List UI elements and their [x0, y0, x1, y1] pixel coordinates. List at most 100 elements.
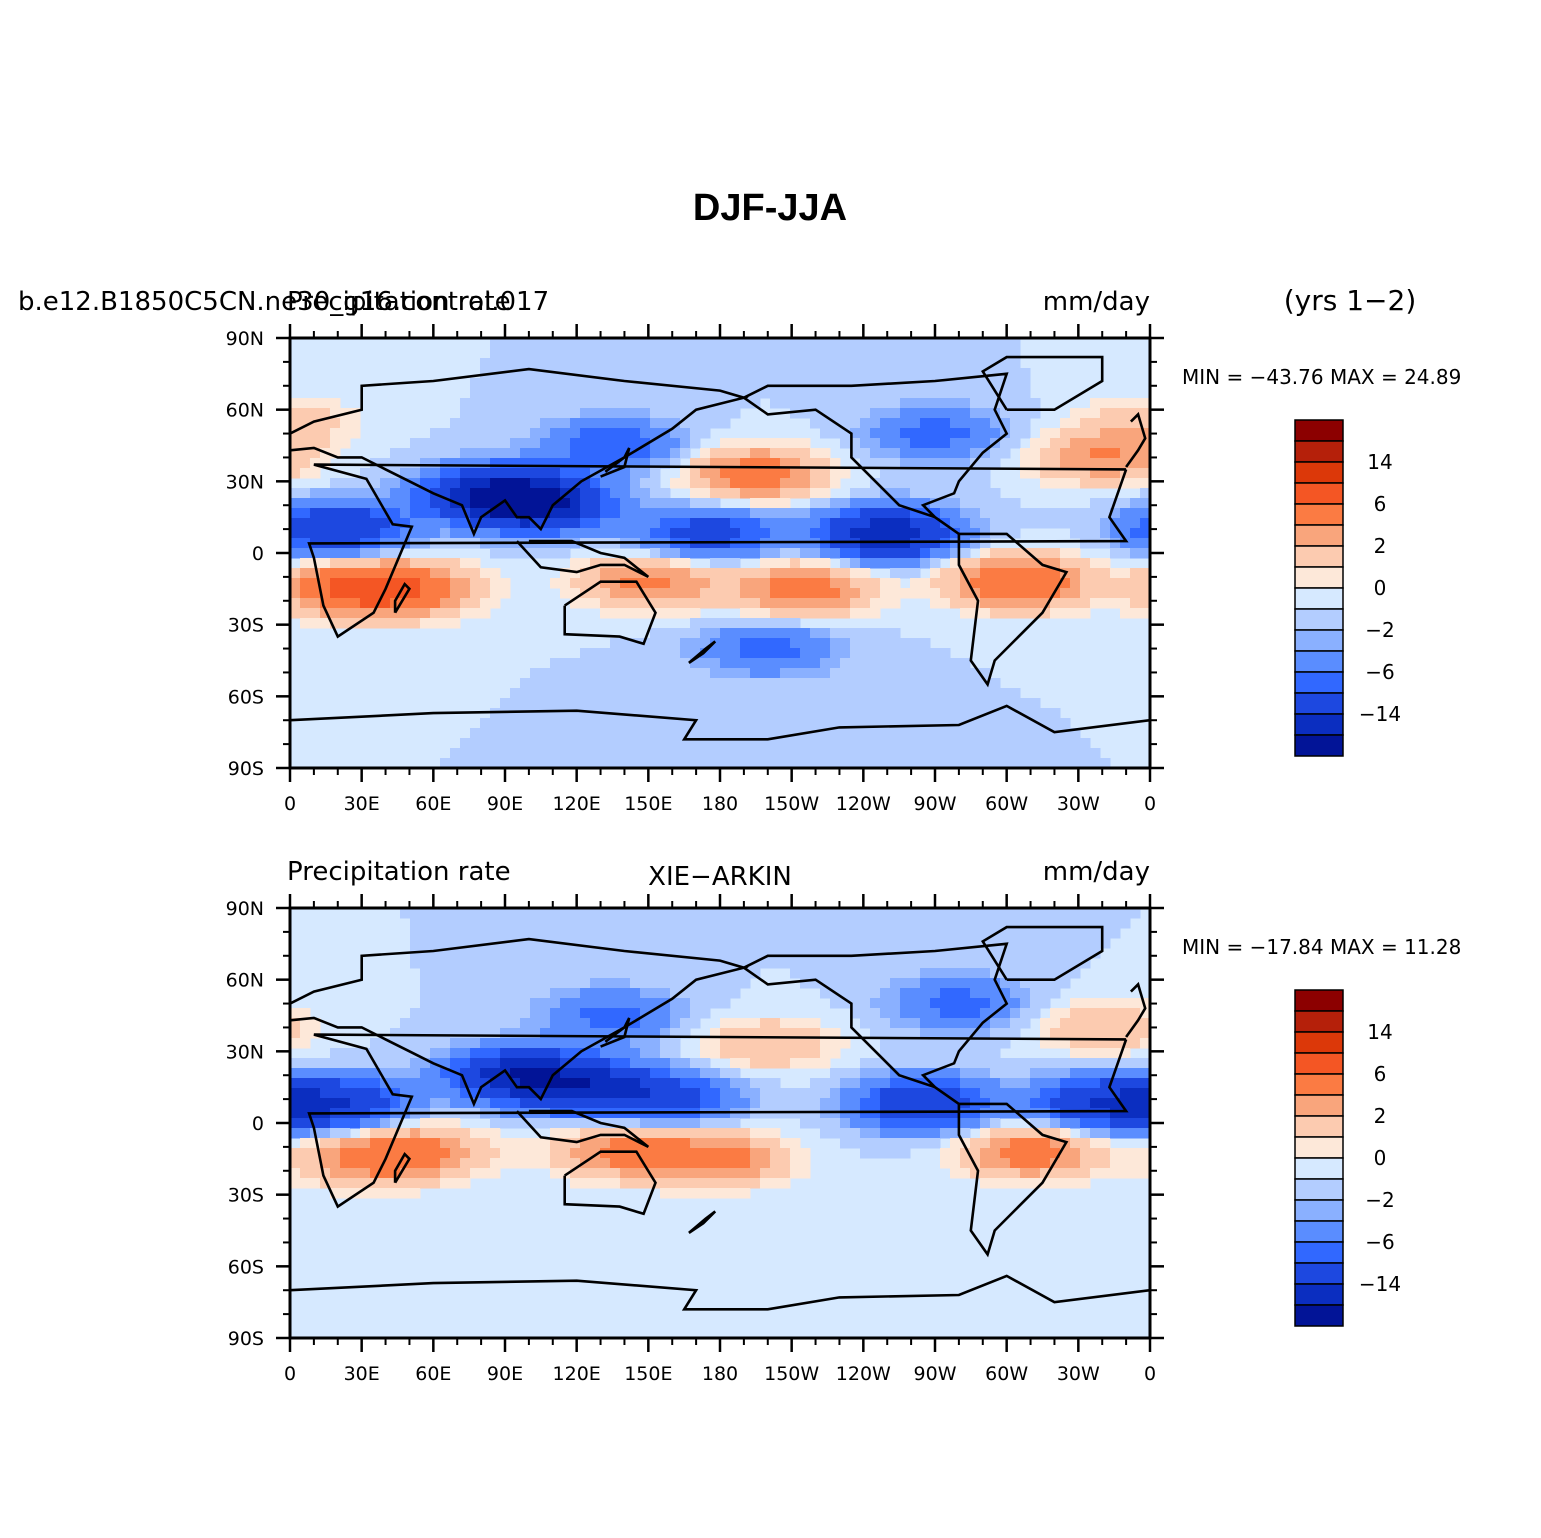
field-cell	[650, 628, 661, 639]
field-cell	[770, 648, 781, 659]
field-cell	[520, 348, 531, 359]
field-cell	[620, 338, 631, 349]
field-cell	[950, 1078, 961, 1089]
field-cell	[640, 1168, 651, 1179]
field-cell	[660, 748, 671, 759]
field-cell	[630, 468, 641, 479]
field-cell	[950, 548, 961, 559]
field-cell	[1020, 1098, 1031, 1109]
field-cell	[710, 1188, 721, 1199]
field-cell	[1020, 708, 1031, 719]
field-cell	[670, 908, 681, 919]
field-cell	[330, 578, 341, 589]
field-cell	[710, 648, 721, 659]
field-cell	[980, 408, 991, 419]
field-cell	[700, 658, 711, 669]
field-cell	[620, 438, 631, 449]
field-cell	[550, 688, 561, 699]
field-cell	[590, 1168, 601, 1179]
field-cell	[1040, 448, 1051, 459]
field-cell	[1080, 938, 1091, 949]
field-cell	[1060, 958, 1071, 969]
field-cell	[330, 1098, 341, 1109]
field-cell	[840, 528, 851, 539]
field-cell	[570, 678, 581, 689]
field-cell	[820, 448, 831, 459]
field-cell	[670, 1028, 681, 1039]
field-cell	[750, 348, 761, 359]
field-cell	[1080, 748, 1091, 759]
field-cell	[800, 678, 811, 689]
field-cell	[300, 558, 311, 569]
field-cell	[1020, 598, 1031, 609]
field-cell	[1040, 918, 1051, 929]
field-cell	[500, 358, 511, 369]
field-cell	[1050, 508, 1061, 519]
field-cell	[770, 1038, 781, 1049]
field-cell	[670, 728, 681, 739]
field-cell	[900, 1118, 911, 1129]
field-cell	[490, 1168, 501, 1179]
field-cell	[480, 518, 491, 529]
field-cell	[820, 608, 831, 619]
field-cell	[440, 498, 451, 509]
field-cell	[670, 608, 681, 619]
field-cell	[780, 548, 791, 559]
lon-label: 150W	[764, 793, 819, 815]
field-cell	[410, 1168, 421, 1179]
field-cell	[490, 458, 501, 469]
field-cell	[360, 558, 371, 569]
field-cell	[800, 1168, 811, 1179]
field-cell	[530, 1038, 541, 1049]
field-cell	[650, 708, 661, 719]
field-cell	[420, 1048, 431, 1059]
field-cell	[650, 488, 661, 499]
field-cell	[1010, 1008, 1021, 1019]
field-cell	[500, 508, 511, 519]
field-cell	[1010, 688, 1021, 699]
field-cell	[820, 938, 831, 949]
field-cell	[570, 1118, 581, 1129]
field-cell	[500, 958, 511, 969]
field-cell	[930, 568, 941, 579]
field-cell	[520, 1158, 531, 1169]
field-cell	[800, 938, 811, 949]
field-cell	[870, 968, 881, 979]
field-cell	[1080, 418, 1091, 429]
field-cell	[690, 698, 701, 709]
field-cell	[1080, 738, 1091, 749]
field-cell	[710, 1048, 721, 1059]
field-cell	[940, 648, 951, 659]
field-cell	[570, 398, 581, 409]
field-cell	[1060, 588, 1071, 599]
field-cell	[560, 968, 571, 979]
field-cell	[310, 528, 321, 539]
field-cell	[930, 968, 941, 979]
field-cell	[1090, 498, 1101, 509]
field-cell	[710, 578, 721, 589]
field-cell	[440, 908, 451, 919]
field-cell	[660, 608, 671, 619]
field-cell	[970, 1148, 981, 1159]
field-cell	[1010, 1018, 1021, 1029]
field-cell	[320, 1178, 331, 1189]
field-cell	[580, 1098, 591, 1109]
field-cell	[910, 388, 921, 399]
field-cell	[330, 438, 341, 449]
field-cell	[700, 1148, 711, 1159]
field-cell	[860, 398, 871, 409]
field-cell	[420, 1088, 431, 1099]
field-cell	[960, 748, 971, 759]
field-cell	[810, 468, 821, 479]
field-cell	[530, 438, 541, 449]
field-cell	[480, 998, 491, 1009]
field-cell	[470, 1088, 481, 1099]
field-cell	[800, 1098, 811, 1109]
field-cell	[720, 698, 731, 709]
field-cell	[680, 758, 691, 768]
field-cell	[430, 468, 441, 479]
field-cell	[1000, 698, 1011, 709]
field-cell	[870, 1018, 881, 1029]
field-cell	[930, 538, 941, 549]
field-cell	[630, 448, 641, 459]
